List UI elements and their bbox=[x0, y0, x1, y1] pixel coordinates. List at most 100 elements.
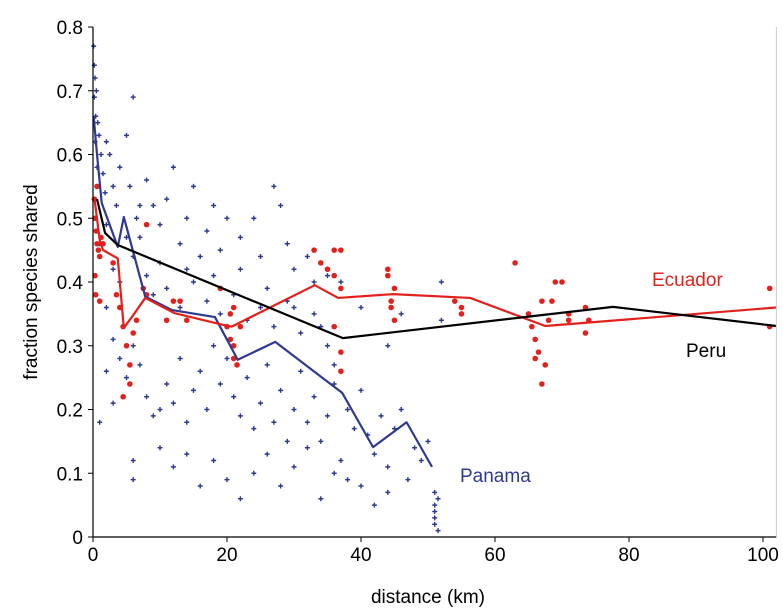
ecuador-point bbox=[230, 342, 237, 349]
panama-point bbox=[237, 496, 243, 502]
panama-point bbox=[224, 356, 230, 361]
panama-point bbox=[157, 222, 163, 228]
panama-point bbox=[258, 305, 263, 310]
y-tick-label: 0.5 bbox=[57, 209, 83, 230]
ecuador-point bbox=[549, 298, 555, 304]
panama-point bbox=[271, 419, 277, 425]
panama-point bbox=[311, 394, 317, 400]
ecuador-point bbox=[766, 285, 773, 292]
panama-point bbox=[291, 266, 297, 272]
panama-point bbox=[137, 234, 143, 240]
panama-point bbox=[358, 305, 364, 310]
panama-point bbox=[278, 387, 284, 393]
panama-point bbox=[278, 203, 284, 208]
panama-point bbox=[102, 190, 108, 196]
panama-point bbox=[271, 183, 277, 189]
panama-point bbox=[144, 273, 150, 279]
ecuador-point bbox=[391, 317, 398, 324]
panama-point bbox=[144, 177, 150, 183]
panama-point bbox=[237, 266, 243, 272]
ecuador-point bbox=[143, 221, 150, 228]
panama-point bbox=[204, 228, 210, 234]
ecuador-point bbox=[535, 349, 542, 355]
panama-point bbox=[385, 489, 391, 495]
panama-point bbox=[258, 400, 263, 406]
ecuador-point bbox=[539, 298, 545, 304]
panama-point bbox=[164, 381, 170, 387]
panama-point bbox=[137, 362, 143, 368]
panama-point bbox=[398, 311, 404, 317]
panama-point bbox=[271, 324, 277, 330]
panama-point bbox=[435, 496, 441, 502]
panama-point bbox=[258, 254, 263, 259]
panama-point bbox=[204, 407, 210, 412]
ecuador-point bbox=[127, 362, 133, 368]
ecuador-point bbox=[234, 362, 240, 368]
panama-point bbox=[93, 88, 99, 94]
panama-point bbox=[117, 356, 123, 361]
panama-point bbox=[432, 509, 438, 514]
panama-point bbox=[124, 132, 129, 138]
panama-point bbox=[237, 234, 243, 240]
panama-point bbox=[378, 413, 384, 419]
panama-point bbox=[432, 489, 438, 495]
panama-point bbox=[398, 407, 404, 412]
panama-point bbox=[144, 394, 150, 400]
panama-point bbox=[177, 356, 183, 361]
panama-point bbox=[184, 215, 190, 221]
ecuador-point bbox=[123, 342, 130, 349]
ecuador-point bbox=[113, 291, 120, 298]
panama-point bbox=[170, 164, 176, 170]
panama-point bbox=[177, 241, 183, 247]
panama-point bbox=[95, 120, 101, 126]
panama-point bbox=[224, 477, 230, 483]
y-axis-label: fraction species shared bbox=[21, 184, 42, 379]
panama-point bbox=[134, 215, 140, 221]
ecuador-point bbox=[184, 317, 190, 324]
panama-point bbox=[251, 470, 257, 476]
ecuador-point bbox=[542, 362, 549, 368]
panama-point bbox=[110, 336, 116, 342]
panama-point bbox=[291, 407, 297, 412]
ecuador-point bbox=[565, 317, 572, 324]
panama-point bbox=[211, 203, 217, 208]
panama-point bbox=[311, 311, 317, 317]
ecuador-point bbox=[385, 266, 391, 273]
ecuador-point bbox=[529, 323, 535, 330]
y-tick-label: 0.4 bbox=[57, 273, 84, 294]
panama-point bbox=[438, 279, 444, 285]
panama-point bbox=[298, 368, 304, 374]
panama-point bbox=[435, 528, 441, 534]
ecuador-point bbox=[92, 272, 98, 279]
ecuador-point bbox=[311, 247, 317, 253]
panama-point bbox=[113, 203, 119, 208]
panama-point bbox=[338, 279, 344, 285]
panama-point bbox=[432, 515, 438, 521]
panama-point bbox=[217, 381, 223, 387]
ecuador-point bbox=[227, 311, 234, 317]
panama-point bbox=[124, 375, 129, 381]
panama-point bbox=[103, 222, 109, 228]
panama-point bbox=[291, 464, 297, 470]
x-axis-label: distance (km) bbox=[371, 587, 485, 608]
ecuador-point bbox=[545, 317, 552, 324]
panama-point bbox=[217, 311, 223, 317]
panama-point bbox=[325, 413, 330, 419]
panama-point bbox=[412, 445, 418, 451]
panama-point bbox=[371, 502, 377, 508]
panama-point bbox=[191, 183, 196, 189]
x-tick-label: 60 bbox=[484, 545, 505, 566]
panama-point bbox=[325, 343, 330, 349]
ecuador-point bbox=[170, 298, 177, 304]
panama-point bbox=[311, 279, 317, 285]
ecuador-point bbox=[230, 304, 237, 311]
ecuador-point bbox=[163, 317, 170, 324]
ecuador-point bbox=[177, 298, 183, 304]
panama-point bbox=[150, 292, 156, 298]
panama-point bbox=[97, 419, 103, 425]
panama-point bbox=[130, 477, 136, 483]
panama-point bbox=[231, 394, 237, 400]
panama-point bbox=[237, 413, 243, 419]
y-tick-label: 0.6 bbox=[57, 146, 83, 167]
ecuador-point bbox=[582, 330, 589, 336]
